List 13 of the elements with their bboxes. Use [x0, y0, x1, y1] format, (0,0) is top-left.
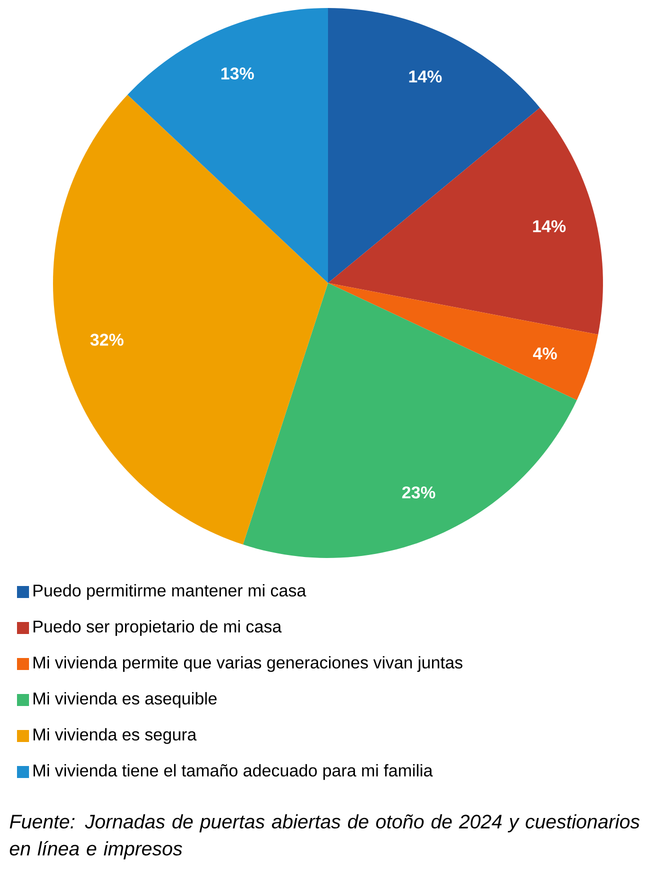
legend-label: Mi vivienda es segura — [34, 728, 197, 744]
legend-label: Mi vivienda permite que varias generaciones vivan juntas — [34, 656, 462, 672]
data-label: 14% — [533, 220, 566, 232]
data-label: 4% — [533, 348, 557, 360]
data-label: 13% — [221, 67, 254, 80]
legend-label: Puedo ser propietario de mi casa — [34, 620, 282, 636]
legend-label: Mi vivienda es asequible — [34, 692, 217, 708]
data-label: 23% — [402, 486, 436, 498]
data-label: 32% — [90, 334, 124, 346]
source-note: Fuente: Jornadas de puertas abiertas de otoño de 2024 y cuestionarios en línea e impresos — [10, 814, 640, 860]
legend-label: Mi vivienda tiene el tamaño adecuado para mi familia — [34, 764, 433, 780]
legend-label: Puedo permitirme mantener mi casa — [34, 584, 306, 600]
data-label: 14% — [409, 70, 442, 82]
